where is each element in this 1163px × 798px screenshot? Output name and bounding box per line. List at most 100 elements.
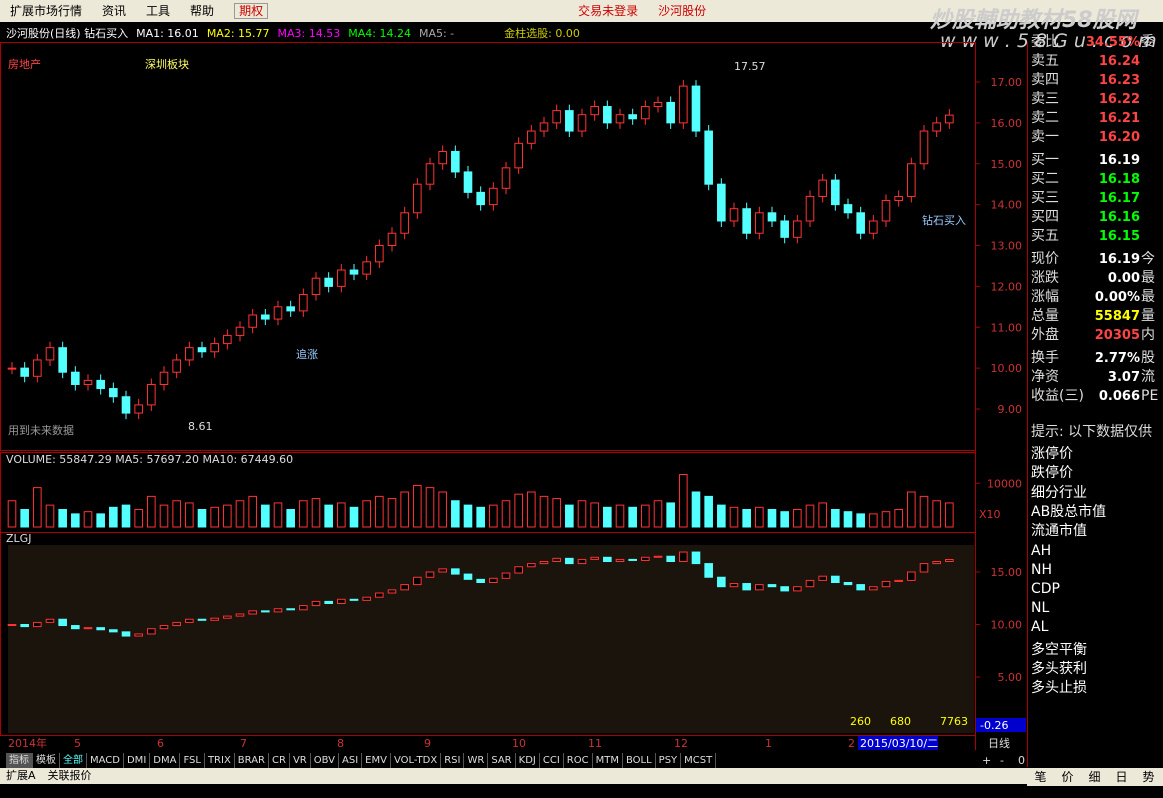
hint: 提示: 以下数据仅供 xyxy=(1031,424,1153,440)
volume-bar xyxy=(286,509,295,528)
tab[interactable]: 全部 xyxy=(60,753,87,768)
volume-bar xyxy=(831,509,840,528)
zlgj-candle xyxy=(590,556,599,560)
tab[interactable]: EMV xyxy=(362,753,391,768)
menu-item[interactable]: 帮助 xyxy=(190,4,215,18)
quote-row: 卖二 16.21 xyxy=(1031,109,1163,128)
tab[interactable]: 模板 xyxy=(33,753,60,768)
panel-button[interactable]: 日 xyxy=(1115,770,1128,784)
quote-tail: 内 xyxy=(1141,327,1155,343)
watermark-url: w w w . 5 8 G u . c o m xyxy=(940,30,1157,52)
tab[interactable]: FSL xyxy=(180,753,205,768)
tab[interactable]: KDJ xyxy=(516,753,540,768)
panel-button[interactable]: 势 xyxy=(1142,770,1155,784)
volume-bar xyxy=(197,509,207,528)
volume-bar xyxy=(349,506,359,528)
tab[interactable]: CR xyxy=(269,753,290,768)
candle xyxy=(717,183,726,222)
tab[interactable]: WR xyxy=(464,753,489,768)
zlgj-candle xyxy=(577,558,587,565)
quote-row: 换手 2.77% 股 xyxy=(1031,349,1163,368)
panel-frame xyxy=(0,42,976,451)
candle xyxy=(33,359,42,377)
tab[interactable]: BRAR xyxy=(235,753,269,768)
volume-bar xyxy=(793,509,802,528)
zlgj-candle xyxy=(767,584,777,588)
tab[interactable]: DMI xyxy=(124,753,151,768)
tab[interactable]: 指标 xyxy=(6,753,33,768)
zlgj-candle xyxy=(400,584,409,591)
tab[interactable]: CCI xyxy=(540,753,564,768)
tab[interactable]: BOLL xyxy=(623,753,656,768)
price-tick-label: 17.00 xyxy=(991,76,1023,89)
zlgj-candle xyxy=(869,586,878,591)
zlgj-candle xyxy=(843,582,853,586)
candle xyxy=(856,212,865,234)
status: 交易未登录 xyxy=(578,4,639,18)
info-item: MA2: 15.77 xyxy=(206,27,270,40)
quote-field: CDP xyxy=(1031,581,1060,597)
zoom-button[interactable]: - xyxy=(1000,754,1004,767)
zlgj-bg xyxy=(8,545,974,733)
quote-tail: 委 xyxy=(1141,34,1155,50)
zoom-button[interactable]: 0 xyxy=(1018,754,1025,767)
cursor-date: 2015/03/10/二 xyxy=(860,737,938,750)
quote-field: NH xyxy=(1031,562,1052,578)
volume-bar xyxy=(337,502,346,528)
tab[interactable]: ASI xyxy=(339,753,363,768)
quote-value: 20305 xyxy=(1094,328,1140,343)
volume-scale: X10 xyxy=(979,508,1001,521)
watermark: 炒股輔助教材58股网 xyxy=(930,8,1137,33)
bottom-tab[interactable]: 扩展A xyxy=(6,769,36,782)
quote-tail: 流 xyxy=(1141,369,1155,385)
candle xyxy=(653,101,663,108)
chart-area: 17.0016.0015.0014.0013.0012.0011.0010.00… xyxy=(0,42,1026,767)
zlgj-candle xyxy=(489,577,498,583)
menu-item[interactable]: 工具 xyxy=(146,4,171,18)
panel-button[interactable]: 价 xyxy=(1061,770,1074,784)
volume-bar xyxy=(565,504,574,528)
volume-bar xyxy=(159,504,169,528)
volume-bar xyxy=(83,511,93,528)
tab[interactable]: PSY xyxy=(656,753,682,768)
zoom-button[interactable]: + xyxy=(982,754,991,767)
volume-bar xyxy=(261,504,270,528)
quote-label: 总量 xyxy=(1031,308,1059,324)
quote-row: 买三 16.17 xyxy=(1031,189,1163,208)
volume-bar xyxy=(666,502,675,528)
tab[interactable]: MTM xyxy=(593,753,623,768)
quote-label: 现价 xyxy=(1031,251,1059,267)
tab[interactable]: SAR xyxy=(488,753,516,768)
tab[interactable]: MACD xyxy=(87,753,124,768)
quote-row: 现价 16.19 今 xyxy=(1031,250,1163,269)
zlgj-candle xyxy=(501,572,511,579)
tab[interactable]: DMA xyxy=(150,753,181,768)
tab[interactable]: ROC xyxy=(564,753,593,768)
buy-label: 钻石买入 xyxy=(922,213,966,227)
candle xyxy=(894,195,903,202)
tab[interactable]: VR xyxy=(290,753,311,768)
tab[interactable]: MCST xyxy=(681,753,717,768)
candle xyxy=(691,85,701,132)
tab[interactable]: RSI xyxy=(441,753,465,768)
date-label: 7 xyxy=(240,737,247,750)
candle xyxy=(71,371,80,385)
quote-value: 16.19 xyxy=(1098,153,1140,168)
tab[interactable]: VOL-TDX xyxy=(391,753,442,768)
quote-label: 买四 xyxy=(1031,209,1059,225)
volume-bar xyxy=(33,487,42,528)
quote-label: 买三 xyxy=(1031,190,1059,206)
candle xyxy=(83,379,93,385)
bottom-tab[interactable]: 关联报价 xyxy=(47,769,92,782)
menu-item[interactable]: 资讯 xyxy=(102,4,127,18)
menu-item[interactable]: 扩展市场行情 xyxy=(10,4,83,18)
panel-button[interactable]: 笔 xyxy=(1034,770,1047,784)
quote-field: AL xyxy=(1031,619,1049,635)
quote-field: 多空平衡 xyxy=(1031,642,1087,658)
volume-bar xyxy=(109,506,118,528)
tab[interactable]: OBV xyxy=(311,753,339,768)
quote-tail: 今 xyxy=(1141,251,1155,267)
panel-button[interactable]: 细 xyxy=(1088,770,1101,784)
tab[interactable]: TRIX xyxy=(205,753,235,768)
date-label: 2 xyxy=(848,737,855,750)
